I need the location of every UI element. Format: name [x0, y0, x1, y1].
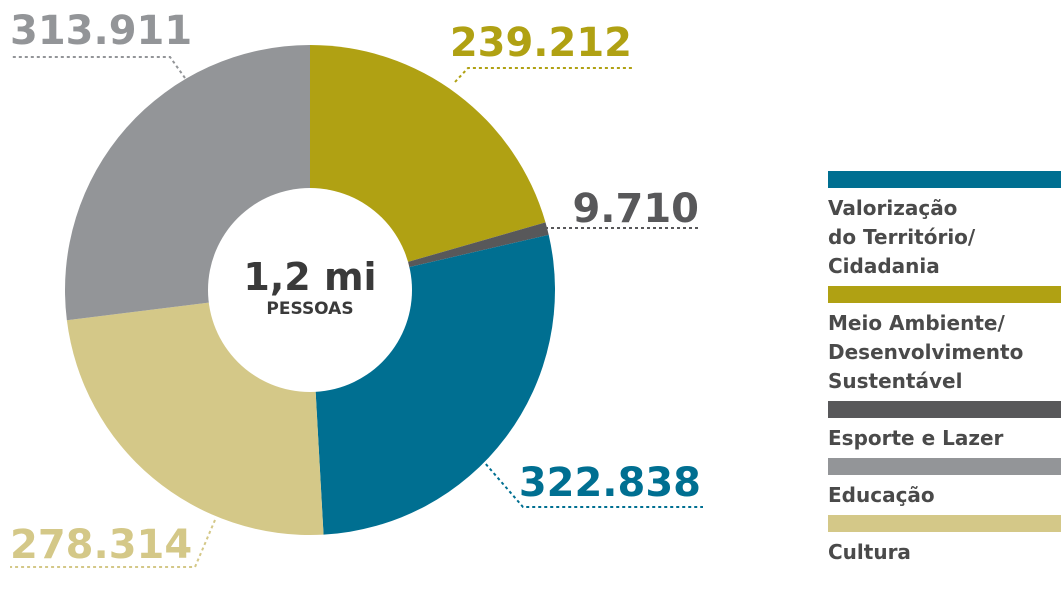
chart-legend: Valorização do Território/Cidadania Meio A… — [828, 171, 1061, 572]
value-label-4: 313.911 — [10, 8, 192, 54]
legend-swatch — [828, 171, 1061, 188]
legend-swatch — [828, 286, 1061, 303]
value-label-0: 239.212 — [450, 20, 632, 66]
leader-line-4 — [10, 56, 186, 79]
legend-item-4: Cultura — [828, 515, 1061, 572]
center-total: 1,2 mi — [243, 255, 376, 299]
legend-label-line: Esporte e Lazer — [828, 426, 1004, 450]
legend-label-line: Meio Ambiente/ — [828, 311, 1005, 335]
legend-item-3: Educação — [828, 458, 1061, 515]
legend-swatch — [828, 515, 1061, 532]
legend-label-line: do Território/ — [828, 225, 976, 249]
legend-label-line: Desenvolvimento — [828, 340, 1024, 364]
center-label: PESSOAS — [266, 299, 353, 319]
legend-swatch — [828, 401, 1061, 418]
legend-label-line: Educação — [828, 483, 935, 507]
legend-label: Valorização do Território/Cidadania — [828, 188, 1061, 286]
legend-label-line: Cidadania — [828, 254, 940, 278]
value-label-3: 278.314 — [10, 522, 192, 568]
legend-label: Cultura — [828, 532, 1061, 572]
legend-label-line: Sustentável — [828, 369, 963, 393]
legend-label: Esporte e Lazer — [828, 418, 1061, 458]
legend-swatch — [828, 458, 1061, 475]
leader-line-3 — [10, 519, 216, 568]
value-label-1: 9.710 — [572, 186, 699, 232]
legend-item-2: Esporte e Lazer — [828, 401, 1061, 458]
legend-label-line: Valorização — [828, 196, 958, 220]
legend-label-line: Cultura — [828, 540, 911, 564]
legend-item-1: Meio Ambiente/Desenvolvimento Sustentável — [828, 286, 1061, 401]
leader-line-2 — [477, 454, 703, 508]
legend-item-0: Valorização do Território/Cidadania — [828, 171, 1061, 286]
value-label-2: 322.838 — [519, 460, 701, 506]
legend-label: Educação — [828, 475, 1061, 515]
leader-line-0 — [454, 67, 634, 83]
legend-label: Meio Ambiente/Desenvolvimento Sustentável — [828, 303, 1061, 401]
donut-hole — [208, 188, 412, 392]
